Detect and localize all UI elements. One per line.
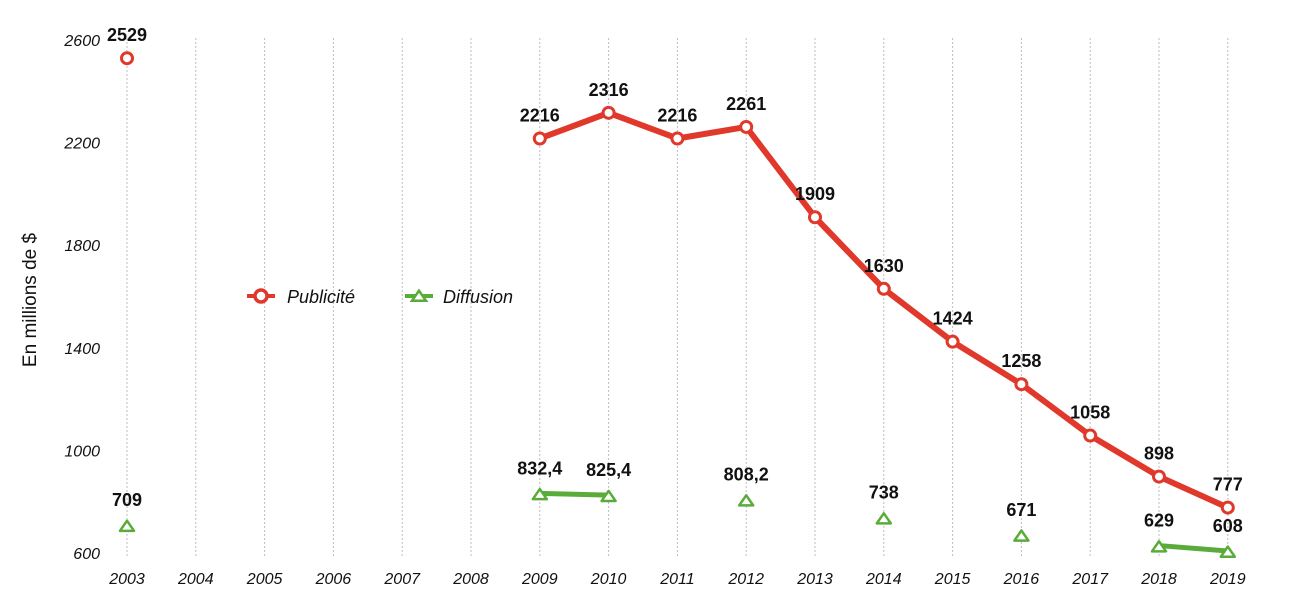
publicite-data-label: 2216 (657, 105, 697, 125)
diffusion-point (1150, 540, 1168, 553)
publicite-data-label: 2216 (520, 105, 560, 125)
diffusion-data-label: 629 (1144, 511, 1174, 531)
series-0-segment (605, 109, 681, 142)
legend-item-publicite: Publicité (247, 287, 355, 307)
x-tick-label: 2013 (796, 571, 833, 588)
publicite-data-label: 1258 (1001, 351, 1041, 371)
series-1-segment (1156, 543, 1231, 554)
y-tick-label: 1400 (64, 341, 100, 358)
y-tick-label: 1000 (64, 443, 100, 460)
publicite-point (601, 105, 616, 120)
diffusion-data-label: 832,4 (517, 458, 562, 478)
publicite-point (1083, 428, 1098, 443)
legend-diffusion-marker (409, 288, 429, 303)
diffusion-point (737, 494, 755, 507)
publicite-point (532, 131, 547, 146)
legend-diffusion-label: Diffusion (443, 287, 513, 307)
x-tick-label: 2006 (315, 571, 352, 588)
legend-item-diffusion: Diffusion (405, 287, 513, 307)
series-0-segment (812, 214, 887, 292)
legend-publicite-label: Publicité (287, 287, 355, 307)
x-tick-label: 2005 (246, 571, 283, 588)
x-tick-label: 2012 (727, 571, 764, 588)
diffusion-point (118, 519, 136, 533)
publicite-data-label: 1630 (864, 256, 904, 276)
diffusion-point (600, 489, 617, 503)
diffusion-data-label: 671 (1006, 500, 1036, 520)
x-tick-label: 2016 (1003, 571, 1040, 588)
series-0-segment (674, 123, 750, 142)
x-tick-label: 2019 (1209, 571, 1246, 588)
publicite-point (670, 131, 685, 146)
x-tick-label: 2015 (934, 571, 971, 588)
publicite-data-label: 898 (1144, 444, 1174, 464)
series-0-segment (1087, 432, 1162, 480)
publicite-point (945, 334, 960, 349)
y-tick-label: 1800 (64, 238, 100, 255)
publicite-point (876, 281, 891, 296)
publicite-point (120, 51, 134, 66)
series-0-segment (536, 109, 612, 142)
x-tick-label: 2017 (1071, 571, 1109, 588)
x-tick-label: 2004 (177, 571, 214, 588)
publicite-data-label: 2316 (589, 80, 629, 100)
legend: Publicité Diffusion (247, 287, 513, 307)
legend-publicite-marker (253, 288, 269, 304)
series-0-segment (880, 285, 956, 345)
x-tick-label: 2014 (865, 571, 902, 588)
x-tick-label: 2011 (659, 571, 694, 588)
diffusion-data-label: 825,4 (586, 460, 631, 480)
series-1-segment (537, 490, 612, 498)
data-labels: 2529 2216 2316 2216 2261 1909 1630 1424 1258 1058… (107, 25, 1243, 536)
diffusion-data-label: 808,2 (724, 465, 769, 485)
series-0-segment (1156, 473, 1231, 511)
diffusion-data-label: 709 (112, 490, 142, 510)
diffusion-point (1219, 545, 1237, 558)
x-tick-label: 2018 (1140, 571, 1177, 588)
x-tick-label: 2009 (521, 571, 558, 588)
y-tick-label: 2600 (63, 33, 100, 50)
diffusion-data-label: 608 (1213, 516, 1243, 536)
x-tick-label: 2003 (108, 571, 145, 588)
publicite-point (1014, 377, 1029, 392)
publicite-data-label: 1058 (1070, 403, 1110, 423)
y-axis-ticks: 600 1000 1400 1800 2200 2600 (63, 33, 100, 563)
x-tick-label: 2008 (452, 571, 489, 588)
y-axis-label: En millions de $ (20, 233, 41, 368)
diffusion-point (531, 487, 549, 501)
diffusion-point (1013, 529, 1030, 542)
y-tick-label: 2200 (63, 136, 100, 153)
publicite-data-label: 2529 (107, 25, 147, 45)
publicite-point (808, 210, 822, 225)
x-tick-label: 2010 (590, 571, 627, 588)
publicite-data-label: 2261 (726, 94, 766, 114)
publicite-point (1220, 500, 1235, 515)
series-0-segment (949, 338, 1025, 388)
diffusion-point (875, 512, 893, 525)
diffusion-data-label: 738 (869, 483, 899, 503)
y-tick-label: 600 (73, 546, 100, 563)
publicite-data-label: 1424 (933, 309, 973, 329)
series-0-segment (1018, 381, 1094, 439)
publicite-point (1152, 469, 1166, 484)
x-axis-ticks: 2003 2004 2005 2006 2007 2008 2009 2010 2011 2012… (108, 571, 1245, 588)
publicite-data-label: 1909 (795, 184, 835, 204)
series-layer (118, 51, 1237, 558)
series-0-segment (743, 123, 818, 221)
publicite-data-label: 777 (1213, 475, 1243, 495)
publicite-point (739, 119, 754, 134)
x-tick-label: 2007 (383, 571, 421, 588)
